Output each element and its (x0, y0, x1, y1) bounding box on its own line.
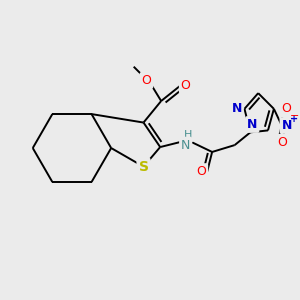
Text: N: N (231, 102, 242, 115)
Text: −: − (290, 111, 299, 121)
Text: O: O (142, 74, 152, 87)
Text: O: O (277, 136, 287, 149)
Text: O: O (196, 165, 206, 178)
Text: N: N (247, 118, 257, 131)
Text: O: O (181, 79, 190, 92)
Text: N: N (281, 119, 292, 132)
Text: O: O (282, 102, 292, 115)
Text: +: + (290, 114, 298, 124)
Text: H: H (183, 130, 192, 140)
Text: S: S (139, 160, 148, 174)
Text: N: N (181, 139, 190, 152)
